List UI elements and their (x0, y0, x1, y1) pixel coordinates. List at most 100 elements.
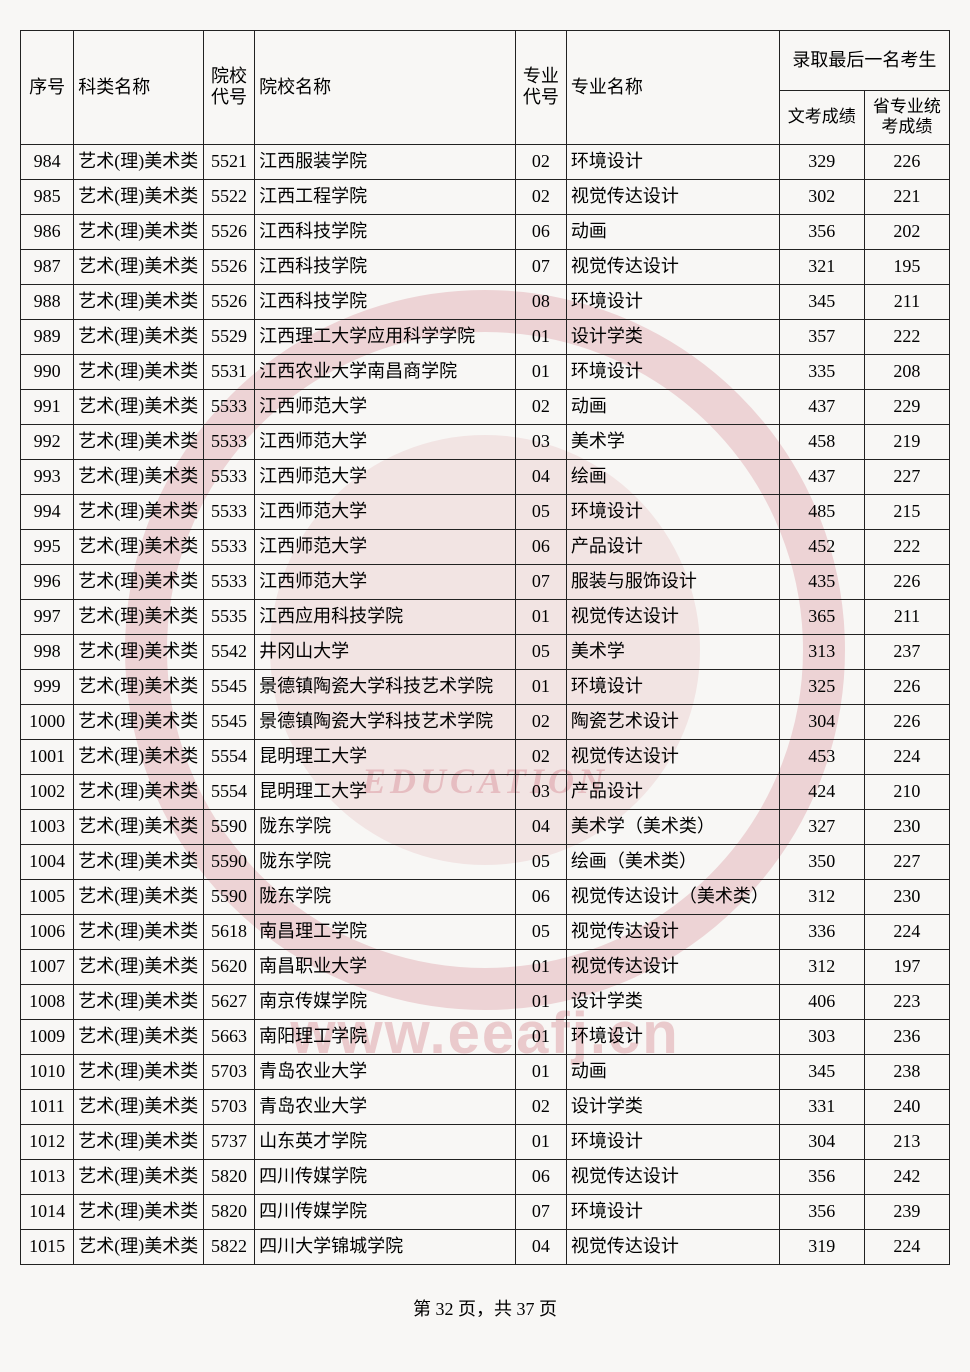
cell-s2: 215 (864, 494, 949, 529)
cell-sch: 景德镇陶瓷大学科技艺术学院 (255, 669, 516, 704)
cell-s1: 331 (779, 1089, 864, 1124)
table-row: 1001艺术(理)美术类5554昆明理工大学02视觉传达设计453224 (21, 739, 950, 774)
cell-s1: 357 (779, 319, 864, 354)
cell-seq: 1005 (21, 879, 74, 914)
cell-sch: 江西科技学院 (255, 214, 516, 249)
table-row: 994艺术(理)美术类5533江西师范大学05环境设计485215 (21, 494, 950, 529)
cell-sc: 5533 (204, 424, 255, 459)
cell-seq: 986 (21, 214, 74, 249)
cell-s2: 226 (864, 704, 949, 739)
cell-s2: 229 (864, 389, 949, 424)
header-score2: 省专业统考成绩 (864, 91, 949, 145)
cell-cat: 艺术(理)美术类 (74, 179, 204, 214)
cell-mc: 07 (515, 1194, 566, 1229)
cell-s2: 195 (864, 249, 949, 284)
cell-seq: 1002 (21, 774, 74, 809)
cell-mc: 04 (515, 809, 566, 844)
cell-cat: 艺术(理)美术类 (74, 1089, 204, 1124)
table-row: 995艺术(理)美术类5533江西师范大学06产品设计452222 (21, 529, 950, 564)
cell-seq: 1008 (21, 984, 74, 1019)
cell-s1: 485 (779, 494, 864, 529)
cell-seq: 1006 (21, 914, 74, 949)
cell-s1: 458 (779, 424, 864, 459)
cell-s2: 230 (864, 879, 949, 914)
cell-maj: 视觉传达设计 (566, 599, 779, 634)
cell-mc: 01 (515, 1054, 566, 1089)
cell-mc: 02 (515, 144, 566, 179)
cell-sch: 南阳理工学院 (255, 1019, 516, 1054)
cell-seq: 994 (21, 494, 74, 529)
table-row: 1008艺术(理)美术类5627南京传媒学院01设计学类406223 (21, 984, 950, 1019)
cell-sch: 四川传媒学院 (255, 1194, 516, 1229)
cell-mc: 02 (515, 389, 566, 424)
cell-sc: 5533 (204, 389, 255, 424)
cell-mc: 03 (515, 424, 566, 459)
cell-seq: 1004 (21, 844, 74, 879)
cell-mc: 01 (515, 984, 566, 1019)
cell-s1: 435 (779, 564, 864, 599)
cell-sch: 四川传媒学院 (255, 1159, 516, 1194)
cell-cat: 艺术(理)美术类 (74, 1019, 204, 1054)
cell-mc: 05 (515, 634, 566, 669)
cell-s1: 336 (779, 914, 864, 949)
cell-sc: 5590 (204, 844, 255, 879)
cell-cat: 艺术(理)美术类 (74, 1159, 204, 1194)
footer-prefix: 第 (413, 1299, 436, 1319)
cell-cat: 艺术(理)美术类 (74, 774, 204, 809)
cell-sc: 5533 (204, 494, 255, 529)
cell-sch: 江西农业大学南昌商学院 (255, 354, 516, 389)
cell-s1: 452 (779, 529, 864, 564)
header-school-code: 院校代号 (204, 31, 255, 145)
cell-mc: 04 (515, 1229, 566, 1264)
cell-mc: 05 (515, 914, 566, 949)
cell-s1: 406 (779, 984, 864, 1019)
cell-mc: 04 (515, 459, 566, 494)
cell-s2: 224 (864, 739, 949, 774)
table-row: 999艺术(理)美术类5545景德镇陶瓷大学科技艺术学院01环境设计325226 (21, 669, 950, 704)
footer-suffix: 页 (535, 1299, 558, 1319)
cell-mc: 01 (515, 319, 566, 354)
cell-seq: 989 (21, 319, 74, 354)
cell-sc: 5533 (204, 529, 255, 564)
cell-maj: 动画 (566, 214, 779, 249)
cell-s1: 453 (779, 739, 864, 774)
cell-seq: 1007 (21, 949, 74, 984)
table-row: 1006艺术(理)美术类5618南昌理工学院05视觉传达设计336224 (21, 914, 950, 949)
cell-s1: 319 (779, 1229, 864, 1264)
table-row: 990艺术(理)美术类5531江西农业大学南昌商学院01环境设计335208 (21, 354, 950, 389)
cell-sch: 南京传媒学院 (255, 984, 516, 1019)
cell-cat: 艺术(理)美术类 (74, 704, 204, 739)
cell-sch: 江西应用科技学院 (255, 599, 516, 634)
cell-cat: 艺术(理)美术类 (74, 809, 204, 844)
cell-cat: 艺术(理)美术类 (74, 529, 204, 564)
table-row: 991艺术(理)美术类5533江西师范大学02动画437229 (21, 389, 950, 424)
cell-s1: 350 (779, 844, 864, 879)
cell-mc: 05 (515, 494, 566, 529)
cell-sch: 江西师范大学 (255, 564, 516, 599)
cell-s2: 211 (864, 284, 949, 319)
cell-sc: 5533 (204, 564, 255, 599)
cell-cat: 艺术(理)美术类 (74, 284, 204, 319)
cell-sch: 景德镇陶瓷大学科技艺术学院 (255, 704, 516, 739)
cell-cat: 艺术(理)美术类 (74, 984, 204, 1019)
cell-mc: 06 (515, 879, 566, 914)
table-row: 1003艺术(理)美术类5590陇东学院04美术学（美术类）327230 (21, 809, 950, 844)
cell-maj: 设计学类 (566, 319, 779, 354)
cell-sc: 5618 (204, 914, 255, 949)
cell-mc: 01 (515, 669, 566, 704)
cell-seq: 1009 (21, 1019, 74, 1054)
cell-s2: 238 (864, 1054, 949, 1089)
cell-sc: 5535 (204, 599, 255, 634)
table-row: 1010艺术(理)美术类5703青岛农业大学01动画345238 (21, 1054, 950, 1089)
cell-s2: 226 (864, 564, 949, 599)
cell-s1: 312 (779, 949, 864, 984)
cell-cat: 艺术(理)美术类 (74, 389, 204, 424)
cell-sc: 5590 (204, 809, 255, 844)
cell-cat: 艺术(理)美术类 (74, 844, 204, 879)
cell-sch: 江西科技学院 (255, 284, 516, 319)
cell-seq: 992 (21, 424, 74, 459)
cell-cat: 艺术(理)美术类 (74, 1124, 204, 1159)
cell-sc: 5522 (204, 179, 255, 214)
cell-s2: 240 (864, 1089, 949, 1124)
cell-maj: 美术学（美术类） (566, 809, 779, 844)
